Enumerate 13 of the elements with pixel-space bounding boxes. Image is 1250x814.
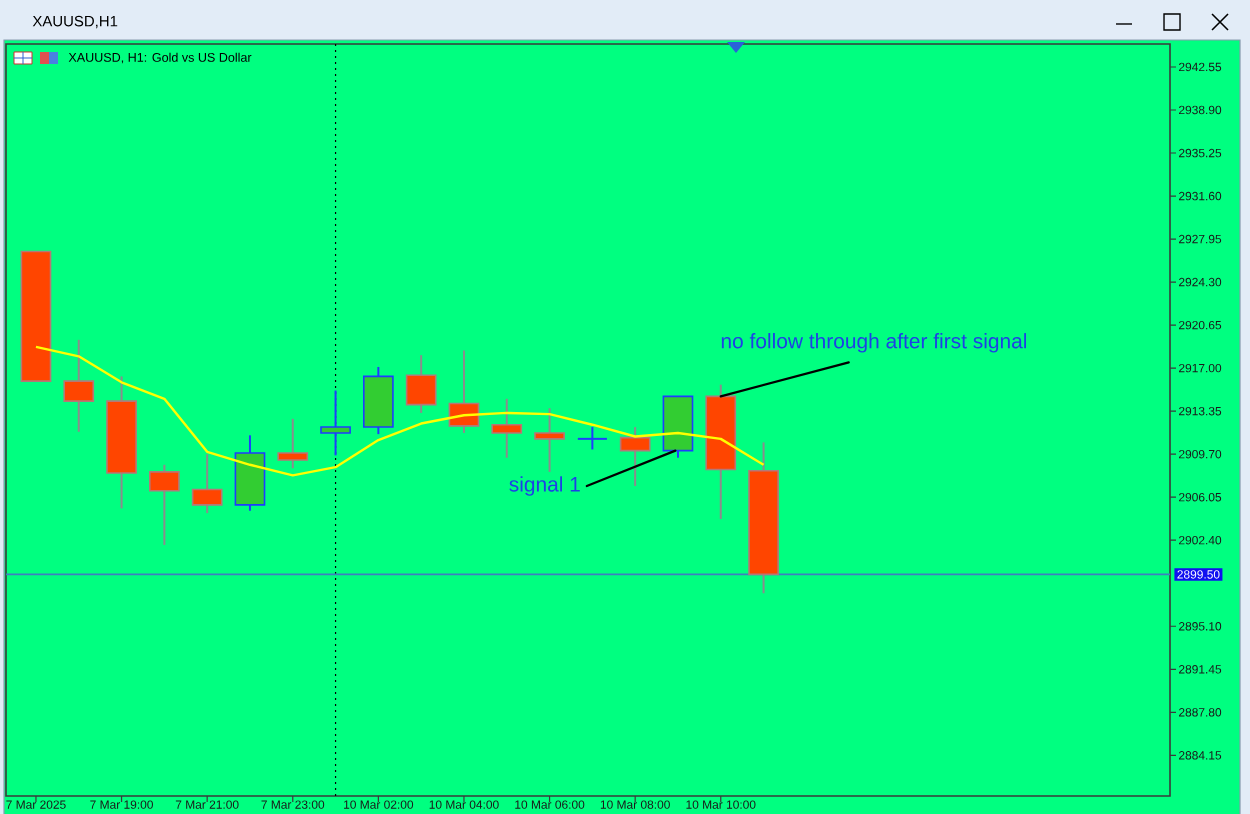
candlestick [619,426,651,487]
candlestick [149,463,180,546]
candlestick [191,453,223,515]
candlestick [277,417,309,470]
line-series [34,345,765,477]
candlestick [405,354,437,414]
annotation: no follow through after first signal [721,333,1027,353]
candlestick [63,338,95,433]
candlestick [534,407,565,473]
candlestick [576,426,608,451]
candlestick [320,389,351,457]
candlestick [491,397,523,459]
annotation: signal 1 [509,476,580,496]
